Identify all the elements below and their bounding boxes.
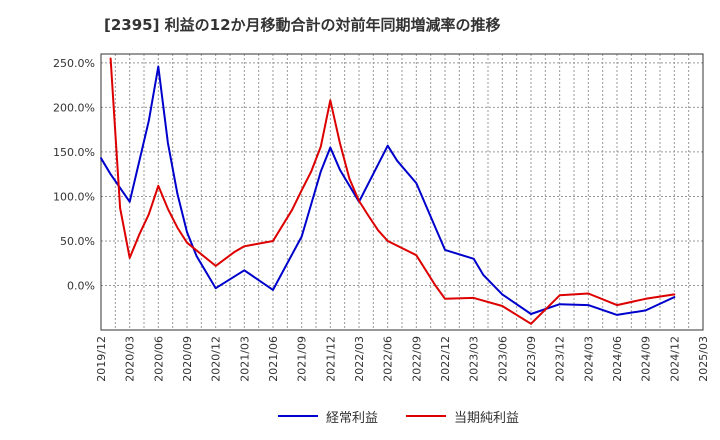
y-tick-label: 0.0% — [67, 279, 95, 292]
legend: 経常利益 当期純利益 — [0, 404, 720, 428]
legend-line-keijo — [278, 415, 318, 417]
y-tick-label: 100.0% — [53, 190, 95, 203]
x-tick-label: 2022/03 — [353, 336, 366, 382]
x-tick-label: 2021/09 — [296, 336, 309, 382]
series-line-0 — [100, 65, 676, 316]
legend-label-keijo: 経常利益 — [326, 410, 379, 426]
y-tick-label: 150.0% — [53, 146, 95, 159]
x-tick-label: 2022/06 — [382, 336, 395, 382]
x-tick-label: 2023/06 — [496, 336, 509, 382]
x-tick-label: 2019/12 — [95, 336, 108, 382]
plot-frame — [100, 53, 704, 331]
legend-line-junrieki — [406, 415, 446, 417]
x-tick-label: 2023/09 — [525, 336, 538, 382]
legend-item-keijo: 経常利益 — [278, 404, 378, 428]
x-tick-label: 2021/03 — [238, 336, 251, 382]
legend-item-junrieki: 当期純利益 — [406, 404, 519, 428]
legend-label-junrieki: 当期純利益 — [454, 410, 520, 426]
x-tick-label: 2021/06 — [267, 336, 280, 382]
x-tick-label: 2024/09 — [640, 336, 653, 382]
y-tick-label: 250.0% — [53, 57, 95, 70]
x-tick-label: 2024/06 — [611, 336, 624, 382]
chart-title: [2395] 利益の12か月移動合計の対前年同期増減率の推移 — [104, 16, 501, 34]
x-tick-label: 2024/03 — [582, 336, 595, 382]
x-tick-label: 2020/09 — [181, 336, 194, 382]
y-tick-label: 200.0% — [53, 101, 95, 114]
x-tick-label: 2022/12 — [439, 336, 452, 382]
series-line-1 — [109, 57, 676, 325]
y-tick-label: 50.0% — [60, 235, 95, 248]
x-tick-label: 2023/03 — [468, 336, 481, 382]
x-tick-label: 2023/12 — [554, 336, 567, 382]
x-tick-label: 2021/12 — [324, 336, 337, 382]
x-tick-label: 2020/06 — [152, 336, 165, 382]
x-tick-label: 2025/03 — [697, 336, 710, 382]
x-tick-label: 2022/09 — [410, 336, 423, 382]
x-tick-label: 2020/12 — [210, 336, 223, 382]
x-tick-label: 2020/03 — [124, 336, 137, 382]
x-tick-label: 2024/12 — [668, 336, 681, 382]
